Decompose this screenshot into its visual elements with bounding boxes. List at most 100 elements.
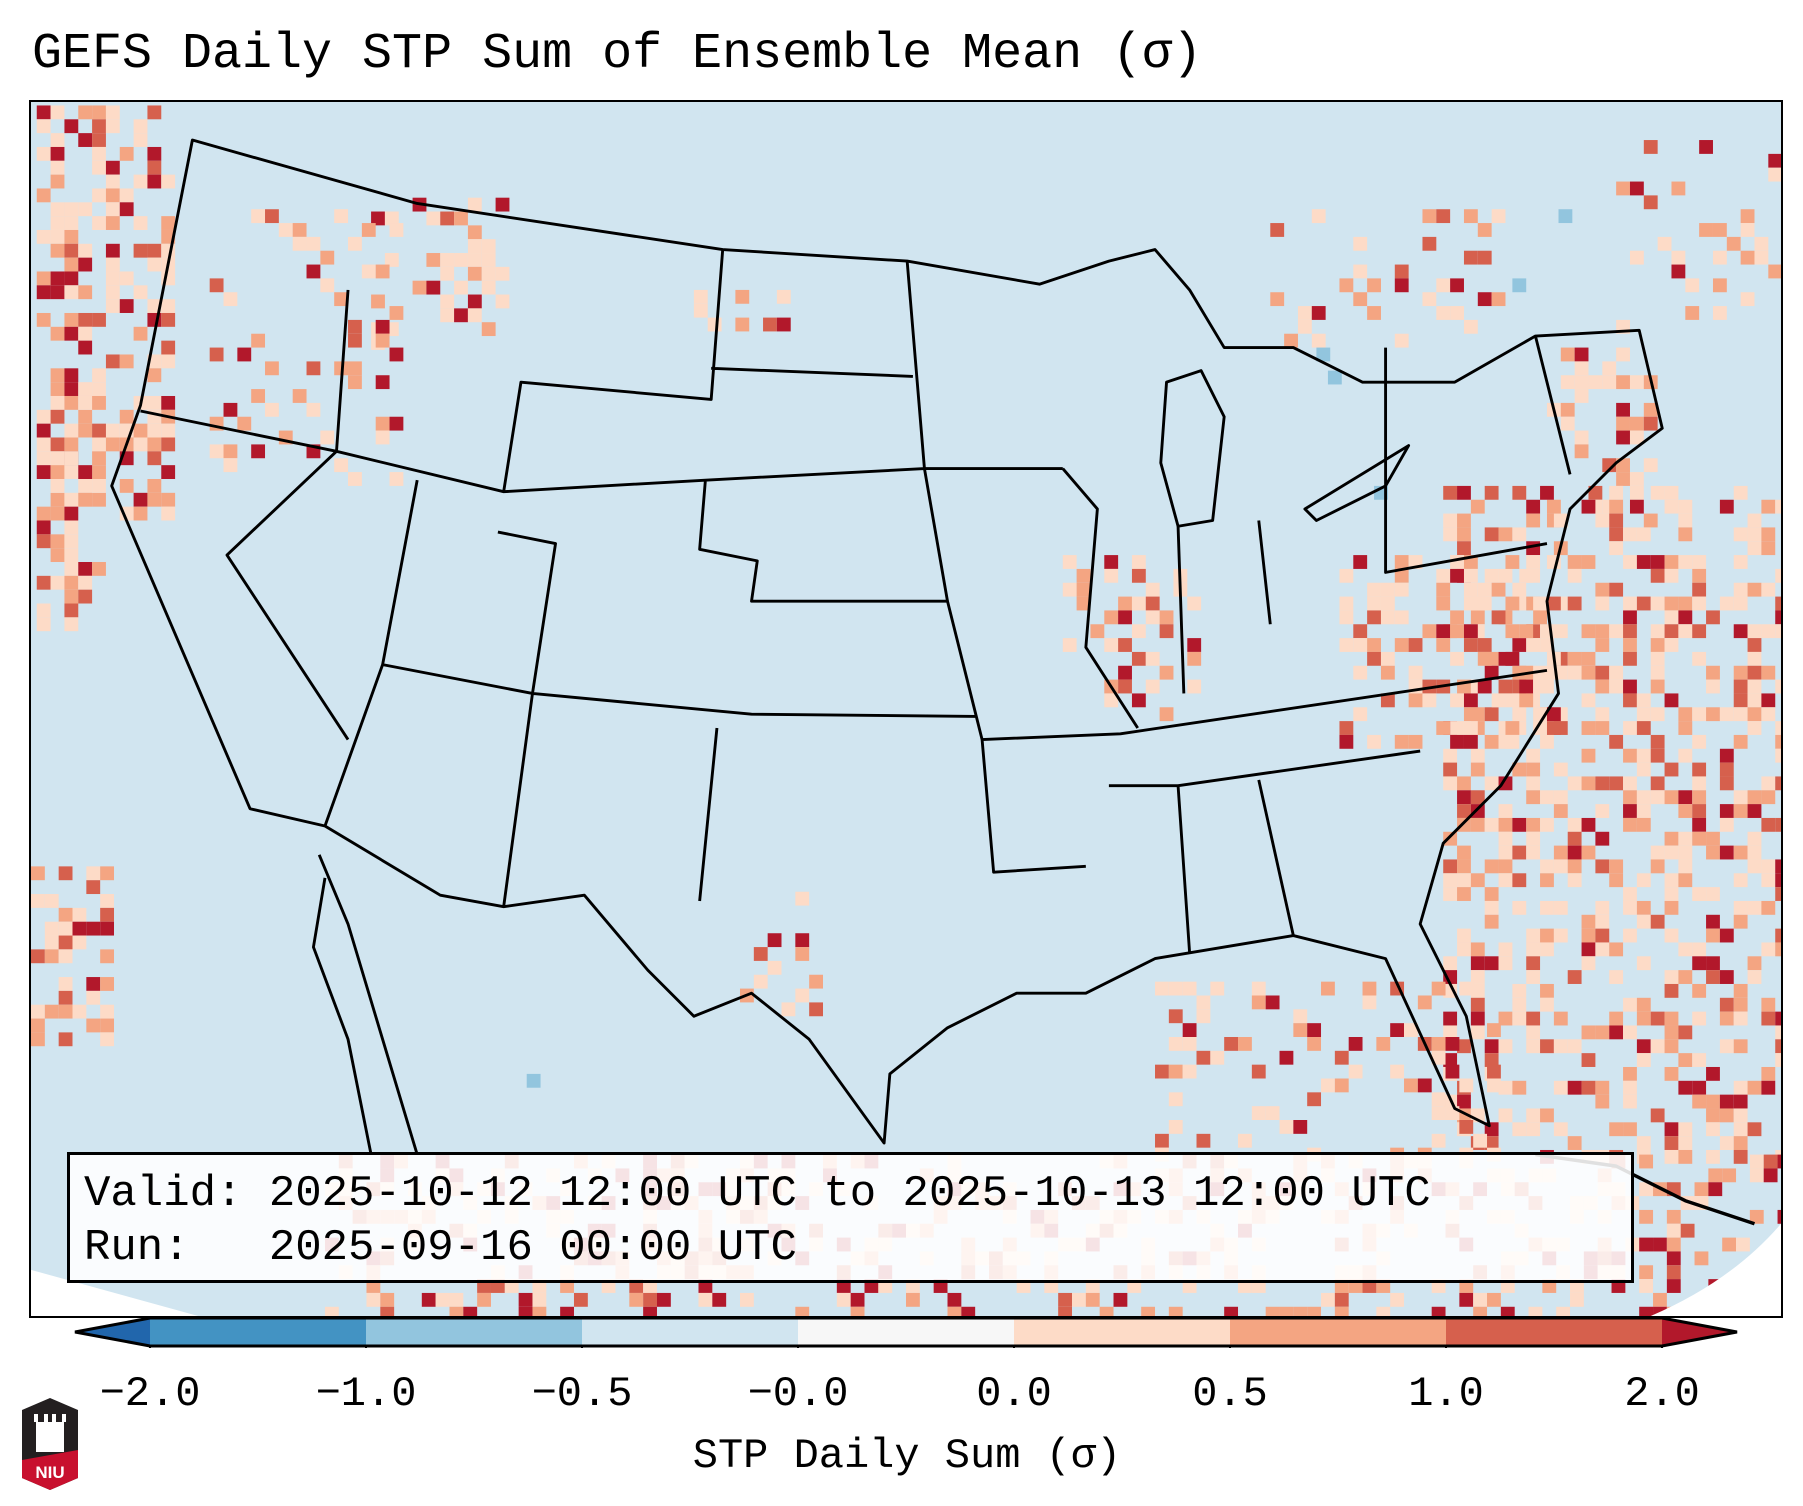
- anomaly-pixel: [50, 216, 65, 230]
- anomaly-pixel: [1498, 1039, 1513, 1054]
- anomaly-pixel: [1616, 402, 1630, 417]
- anomaly-pixel: [50, 437, 65, 452]
- anomaly-pixel: [1775, 610, 1781, 625]
- anomaly-pixel: [1747, 845, 1762, 860]
- anomaly-pixel: [1567, 1136, 1582, 1150]
- anomaly-pixel: [64, 243, 79, 258]
- anomaly-pixel: [495, 294, 510, 309]
- anomaly-pixel: [1463, 582, 1478, 597]
- anomaly-pixel-negative: [1558, 209, 1573, 224]
- anomaly-pixel: [1595, 582, 1610, 597]
- anomaly-pixel: [119, 354, 134, 369]
- anomaly-pixel: [50, 146, 65, 161]
- anomaly-pixel: [1768, 153, 1781, 168]
- anomaly-pixel: [1567, 555, 1582, 569]
- anomaly-pixel: [467, 225, 482, 240]
- anomaly-pixel: [1636, 555, 1651, 569]
- anomaly-pixel: [92, 119, 106, 134]
- anomaly-pixel: [1692, 651, 1707, 666]
- anomaly-pixel: [1540, 942, 1554, 957]
- anomaly-pixel: [1443, 1025, 1458, 1040]
- anomaly-pixel: [1062, 638, 1077, 652]
- anomaly-pixel: [1498, 527, 1513, 542]
- anomaly-pixel: [1505, 596, 1520, 611]
- anomaly-pixel: [435, 1292, 450, 1307]
- anomaly-pixel: [1526, 513, 1541, 528]
- anomaly-pixel: [656, 1292, 671, 1307]
- anomaly-pixel: [36, 285, 51, 300]
- anomaly-pixel: [1574, 444, 1589, 459]
- anomaly-pixel: [1706, 1094, 1720, 1109]
- anomaly-pixel: [947, 1292, 962, 1307]
- anomaly-pixel: [1749, 1154, 1764, 1169]
- anomaly-pixel: [1457, 527, 1471, 542]
- anomaly-pixel: [1457, 804, 1471, 818]
- anomaly-pixel: [147, 437, 162, 452]
- anomaly-pixel: [1581, 956, 1596, 971]
- anomaly-pixel: [1390, 1023, 1405, 1037]
- anomaly-pixel: [1353, 236, 1368, 251]
- anomaly-pixel: [795, 988, 810, 1003]
- anomaly-pixel: [1498, 1108, 1513, 1123]
- anomaly-pixel: [1526, 831, 1541, 846]
- anomaly-pixel: [1761, 776, 1776, 791]
- anomaly-pixel: [50, 506, 65, 521]
- anomaly-pixel: [1404, 1078, 1418, 1093]
- anomaly-pixel: [1719, 499, 1734, 514]
- anomaly-pixel: [518, 1292, 533, 1307]
- anomaly-pixel: [1706, 665, 1720, 680]
- anomaly-pixel: [1706, 610, 1720, 625]
- anomaly-pixel: [1251, 1106, 1266, 1121]
- anomaly-pixel: [36, 105, 51, 120]
- anomaly-pixel: [1719, 1094, 1734, 1109]
- anomaly-pixel: [1678, 596, 1693, 611]
- anomaly-pixel: [1498, 942, 1513, 957]
- anomaly-pixel: [1224, 1036, 1239, 1051]
- anomaly-pixel: [1505, 734, 1520, 749]
- anomaly-pixel: [1394, 734, 1409, 749]
- anomaly-pixel: [1678, 970, 1693, 984]
- anomaly-pixel: [449, 1292, 464, 1307]
- anomaly-pixel: [78, 382, 93, 396]
- anomaly-pixel: [1678, 1080, 1693, 1095]
- anomaly-pixel: [1747, 638, 1762, 652]
- anomaly-pixel: [1553, 1039, 1568, 1054]
- anomaly-pixel: [1187, 596, 1202, 611]
- anomaly-pixel: [1487, 1078, 1501, 1093]
- anomaly-pixel: [64, 465, 79, 479]
- anomaly-pixel: [1445, 1036, 1460, 1051]
- anomaly-pixel: [1470, 1025, 1485, 1040]
- anomaly-pixel: [1653, 1306, 1667, 1316]
- anomaly-pixel: [1443, 776, 1458, 791]
- anomaly-pixel: [1422, 624, 1437, 639]
- anomaly-pixel: [1390, 1292, 1405, 1307]
- anomaly-pixel: [753, 974, 768, 989]
- anomaly-pixel: [1664, 900, 1679, 915]
- anomaly-pixel: [50, 105, 65, 120]
- anomaly-pixel: [1581, 1080, 1596, 1095]
- anomaly-pixel: [1712, 250, 1727, 265]
- anomaly-pixel: [1505, 721, 1520, 735]
- anomaly-pixel: [1540, 983, 1554, 998]
- anomaly-pixel: [1664, 831, 1679, 846]
- anomaly-pixel: [334, 292, 349, 307]
- anomaly-pixel: [1747, 651, 1762, 666]
- anomaly-pixel: [147, 105, 162, 120]
- anomaly-pixel: [161, 506, 176, 521]
- anomaly-pixel: [1443, 748, 1458, 763]
- colorbar-tick-label: −2.0: [99, 1370, 201, 1418]
- anomaly-pixel: [1353, 638, 1368, 652]
- anomaly-pixel: [1581, 845, 1596, 860]
- anomaly-pixel: [1484, 817, 1499, 832]
- anomaly-pixel: [1394, 582, 1409, 597]
- anomaly-pixel: [223, 458, 238, 473]
- anomaly-pixel: [1334, 1292, 1349, 1307]
- anomaly-pixel: [1484, 776, 1499, 791]
- anomaly-pixel: [1145, 651, 1160, 666]
- anomaly-pixel: [1639, 1209, 1654, 1224]
- anomaly-pixel: [1609, 679, 1624, 694]
- anomaly-pixel: [58, 977, 73, 991]
- anomaly-pixel: [1567, 970, 1582, 984]
- anomaly-pixel: [1168, 1092, 1183, 1107]
- anomaly-pixel: [1463, 319, 1478, 334]
